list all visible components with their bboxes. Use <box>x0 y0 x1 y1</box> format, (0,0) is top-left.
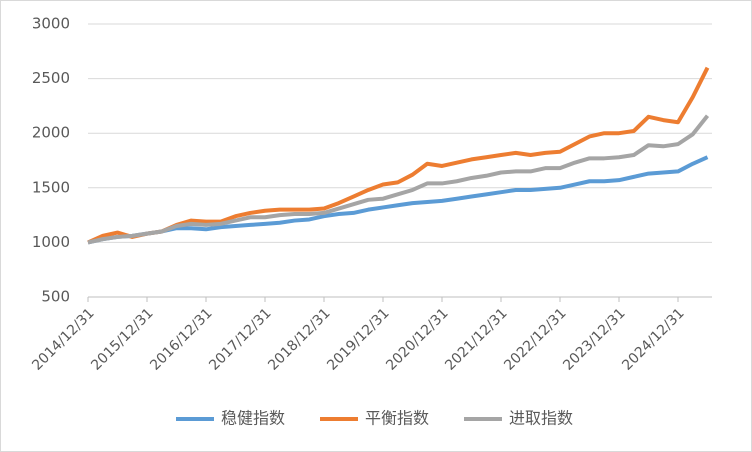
legend-label: 进取指数 <box>509 409 573 428</box>
legend-label: 稳健指数 <box>221 409 285 428</box>
y-tick-label: 1000 <box>32 233 70 251</box>
y-tick-label: 1500 <box>32 178 70 196</box>
series-line <box>87 66 710 245</box>
y-tick-label: 2000 <box>32 124 70 142</box>
series-line <box>87 155 709 245</box>
legend-label: 平衡指数 <box>365 409 429 428</box>
y-tick-label: 500 <box>41 288 70 306</box>
y-tick-label: 2500 <box>32 69 70 87</box>
series-line <box>87 114 710 245</box>
y-tick-label: 3000 <box>32 15 70 33</box>
